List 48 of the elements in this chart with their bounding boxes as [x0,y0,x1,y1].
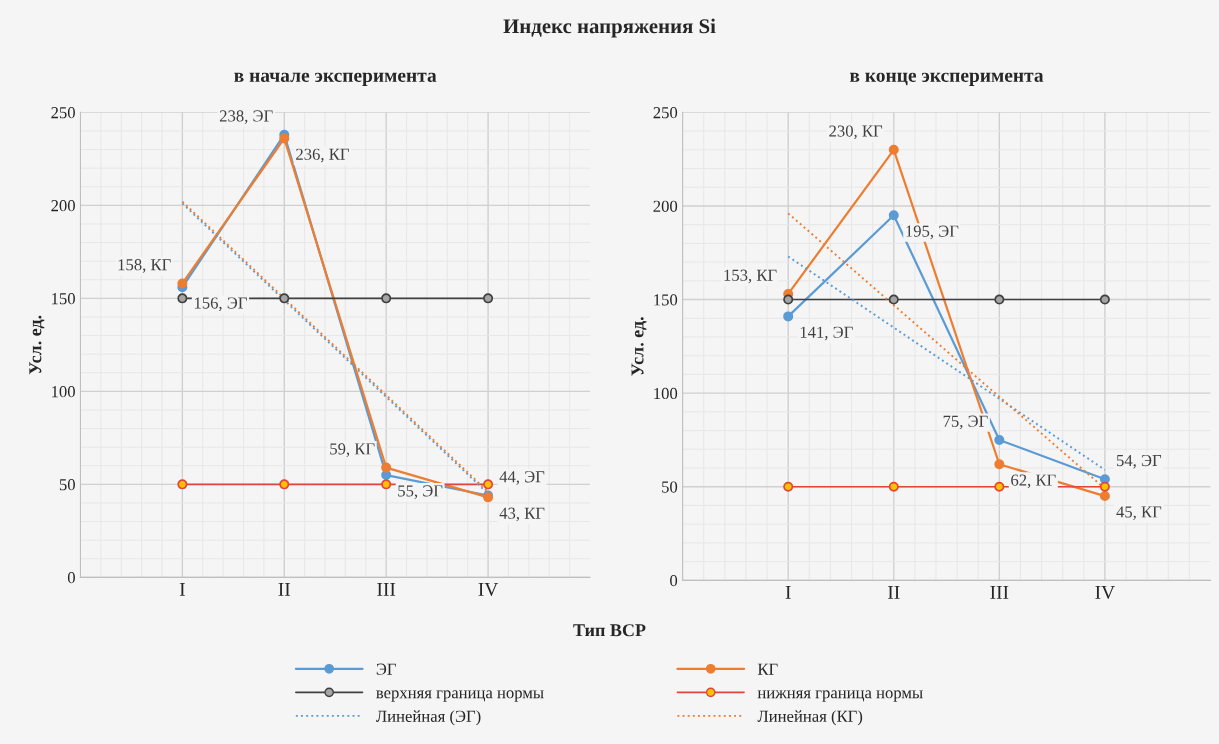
legend-label: КГ [757,663,778,675]
data-label: 230, КГ [829,125,883,140]
y-tick-label: 50 [662,481,678,493]
y-tick-label: 0 [67,572,75,584]
data-label: 62, КГ [1011,474,1056,489]
x-tick-label: I [785,585,791,599]
legend-label: Линейная (КГ) [757,710,863,726]
x-tick-label: III [990,585,1009,599]
chart-subtitle: в конце эксперимента [849,72,1044,86]
data-label: 75, ЭГ [943,415,988,430]
y-axis-title: Усл. ед. [631,317,647,376]
data-label: 195, ЭГ [906,225,959,240]
chart-title: Индекс напряжения Si [503,18,716,38]
legend-label: ЭГ [376,663,396,675]
data-label: 153, КГ [724,269,777,284]
data-label: 55, ЭГ [398,485,443,499]
data-label: 141, ЭГ [800,326,853,341]
data-label: 156, ЭГ [194,297,247,312]
y-axis-title: Усл. ед. [29,315,45,375]
y-tick-label: 200 [653,200,678,212]
data-label: 43, КГ [499,507,545,522]
data-label: 54, ЭГ [1116,454,1162,469]
y-tick-label: 150 [52,293,75,305]
y-tick-label: 250 [51,107,75,119]
data-label: 59, КГ [330,443,375,457]
y-tick-label: 150 [654,294,678,306]
data-label: 45, КГ [1116,506,1162,520]
x-axis-title: Тип ВСР [573,624,646,637]
chart-subtitle: в начале эксперимента [234,72,437,86]
x-tick-label: IV [1095,585,1115,599]
x-tick-label: III [377,582,396,596]
x-tick-label: II [278,582,291,596]
data-label: 238, ЭГ [219,110,273,124]
legend-label: верхняя граница нормы [376,690,544,702]
data-label: 158, КГ [118,259,171,273]
x-tick-label: II [888,585,900,599]
y-tick-label: 250 [653,107,678,119]
data-label: 44, ЭГ [499,471,545,485]
data-label: 236, КГ [296,148,349,163]
y-tick-label: 0 [670,575,678,587]
legend-label: нижняя граница нормы [757,690,923,702]
y-tick-label: 50 [59,479,75,491]
y-tick-label: 100 [654,387,678,400]
y-tick-label: 200 [51,200,75,212]
legend-label: Линейная (ЭГ) [376,710,481,726]
y-tick-label: 100 [52,386,75,398]
x-tick-label: I [179,582,185,596]
x-tick-label: IV [478,582,499,596]
